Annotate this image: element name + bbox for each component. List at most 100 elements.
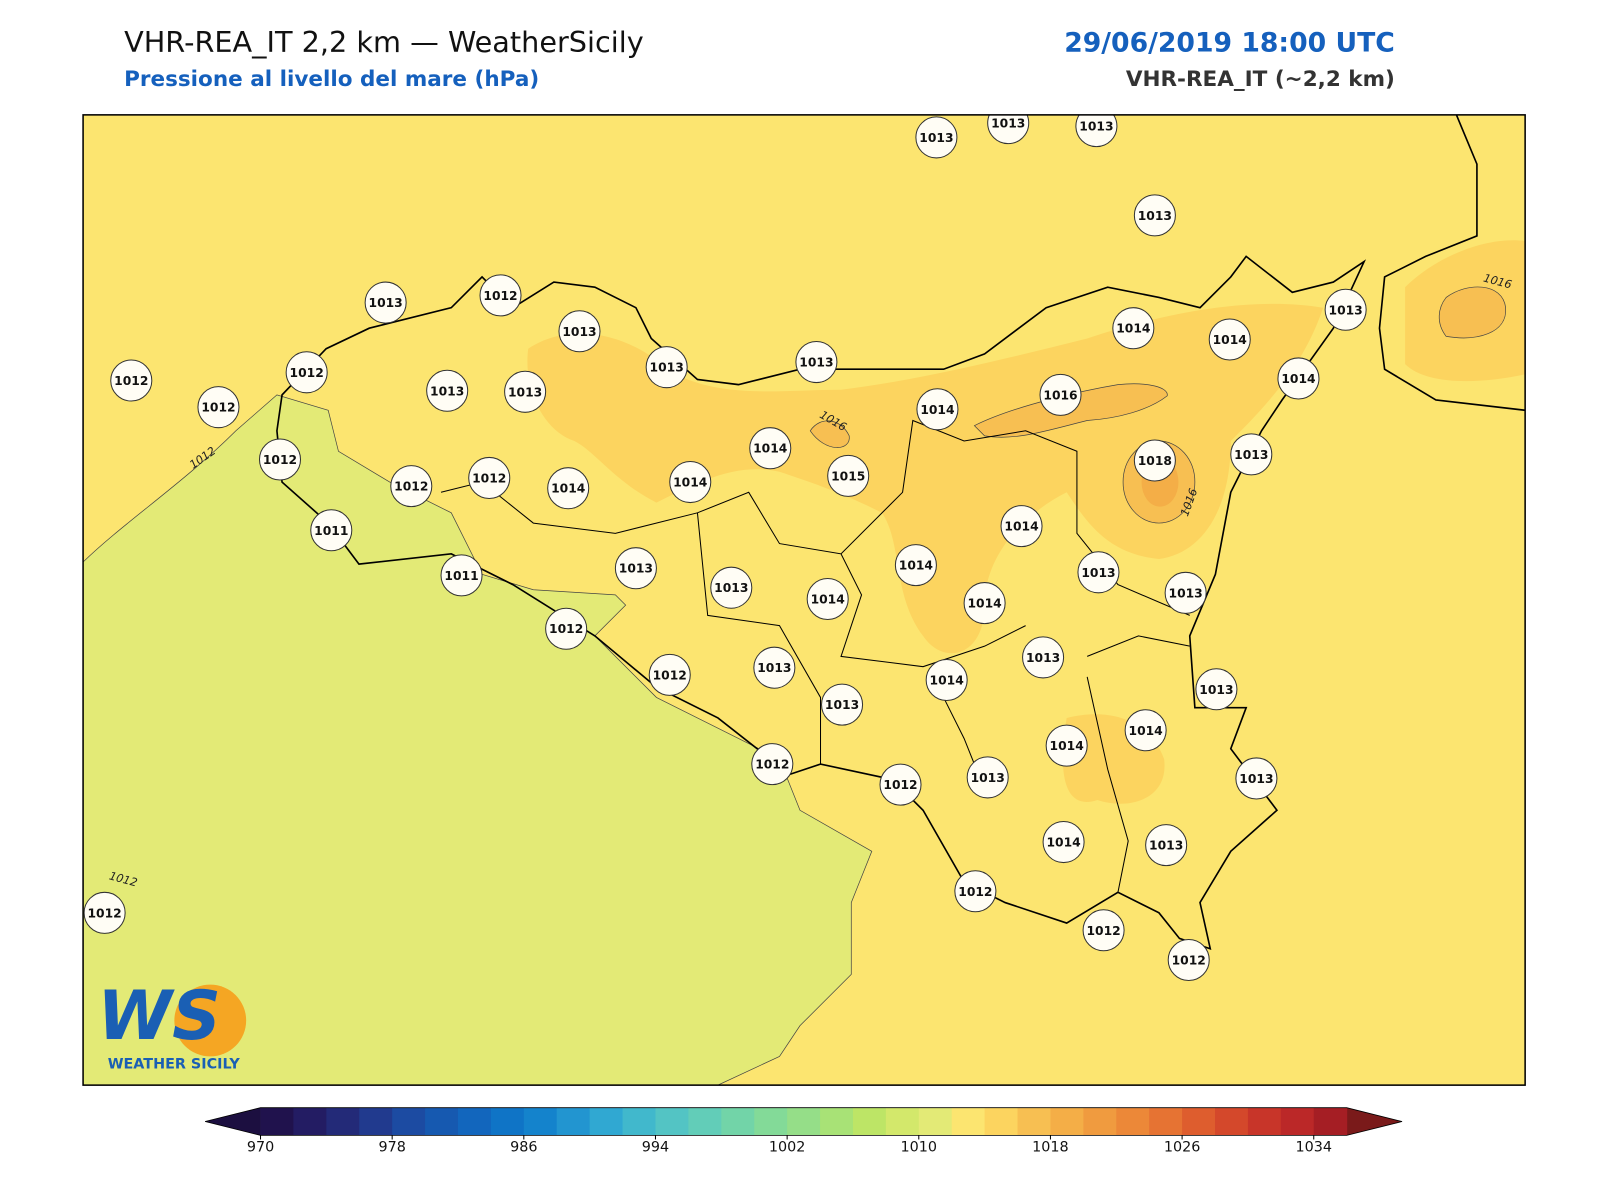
- station: 1012: [83, 891, 126, 934]
- station: 1013: [645, 346, 688, 389]
- station-value: 1012: [653, 668, 687, 682]
- station-marker: [504, 370, 547, 413]
- station: 1013: [966, 756, 1009, 799]
- colorbar-cell: [951, 1107, 986, 1136]
- station-value: 1013: [825, 698, 859, 712]
- colorbar-under: [205, 1107, 261, 1136]
- station-marker: [1277, 357, 1320, 400]
- title: VHR-REA_IT 2,2 km — WeatherSicily: [124, 25, 644, 59]
- station: 1012: [879, 763, 922, 806]
- model-label: VHR-REA_IT (~2,2 km): [1126, 67, 1395, 92]
- station: 1014: [925, 658, 968, 702]
- station-marker: [1042, 821, 1085, 864]
- station-value: 1012: [1086, 924, 1120, 938]
- station-value: 1013: [714, 581, 748, 595]
- station-value: 1013: [369, 296, 403, 310]
- station: 1015: [827, 454, 870, 497]
- station-value: 1013: [1169, 586, 1203, 600]
- colorbar-cell: [359, 1107, 393, 1136]
- station-marker: [545, 607, 588, 650]
- station-marker: [83, 891, 126, 934]
- colorbar-cell: [852, 1107, 887, 1136]
- colorbar-tick-label: 994: [642, 1140, 669, 1156]
- station-marker: [468, 456, 511, 499]
- colorbar-cell: [1247, 1107, 1282, 1136]
- station: 1011: [440, 554, 483, 597]
- station-value: 1012: [290, 366, 324, 380]
- station: 1018: [1133, 439, 1176, 482]
- station-value: 1014: [1004, 520, 1038, 534]
- station: 1013: [1145, 824, 1188, 867]
- station-value: 1014: [1116, 322, 1150, 336]
- station: 1013: [1195, 668, 1238, 711]
- station-marker: [645, 346, 688, 389]
- station-value: 1012: [958, 885, 992, 899]
- station-value: 1014: [811, 593, 845, 607]
- station: 1014: [1045, 724, 1088, 767]
- colorbar-cell: [589, 1107, 624, 1136]
- station: 1012: [197, 386, 240, 429]
- station: 1012: [468, 456, 511, 499]
- colorbar-cell: [1182, 1107, 1216, 1136]
- station-marker: [1164, 571, 1207, 614]
- station: 1013: [426, 369, 469, 412]
- station-value: 1014: [551, 482, 585, 496]
- province-borders: [440, 419, 1190, 893]
- isobar-1016: [809, 420, 850, 448]
- colorbar-cell: [688, 1107, 722, 1136]
- station-value: 1013: [430, 384, 464, 398]
- colorbar-cell: [425, 1107, 459, 1136]
- station: 1013: [1075, 114, 1118, 148]
- colorbar-cell: [984, 1107, 1019, 1136]
- station-value: 1014: [1129, 724, 1163, 738]
- subtitle: Pressione al livello del mare (hPa): [124, 67, 539, 92]
- colorbar-cell: [787, 1107, 821, 1136]
- station-value: 1013: [1079, 120, 1113, 134]
- station-marker: [894, 544, 937, 587]
- colorbar-cell: [721, 1107, 755, 1136]
- station: 1012: [954, 870, 997, 913]
- station-marker: [1324, 288, 1367, 331]
- station: 1014: [1124, 709, 1167, 752]
- station: 1012: [751, 743, 794, 786]
- station-value: 1013: [1149, 839, 1183, 853]
- station-marker: [795, 341, 838, 384]
- station-marker: [751, 743, 794, 786]
- station: 1012: [285, 351, 328, 394]
- station-marker: [1077, 551, 1120, 594]
- station-value: 1013: [799, 356, 833, 370]
- station-value: 1014: [1213, 333, 1247, 347]
- station-value: 1014: [673, 476, 707, 490]
- station-marker: [710, 566, 753, 609]
- station-value: 1014: [920, 403, 954, 417]
- station-value: 1014: [1050, 739, 1084, 753]
- station: 1013: [1077, 551, 1120, 594]
- colorbar-tick-label: 978: [378, 1140, 405, 1156]
- station-value: 1013: [1234, 448, 1268, 462]
- station-marker: [648, 653, 691, 696]
- station-marker: [1133, 194, 1176, 237]
- station: 1013: [1133, 194, 1176, 237]
- low-pressure-area: [83, 394, 873, 1086]
- station: 1014: [916, 388, 959, 431]
- station-value: 1012: [114, 374, 148, 388]
- station-marker: [1133, 439, 1176, 482]
- station-marker: [197, 386, 240, 429]
- station-marker: [440, 554, 483, 597]
- station-marker: [1082, 909, 1125, 952]
- colorbar-cell: [293, 1107, 327, 1136]
- station: 1013: [821, 683, 864, 726]
- station-value: 1018: [1138, 454, 1172, 468]
- station-value: 1012: [755, 758, 789, 772]
- colorbar-cell: [918, 1107, 953, 1136]
- station: 1014: [547, 467, 590, 510]
- station-value: 1013: [1329, 303, 1363, 317]
- calabria-coast: [1378, 114, 1526, 412]
- station-marker: [954, 870, 997, 913]
- station-marker: [669, 461, 712, 504]
- colorbar-cell: [326, 1107, 360, 1136]
- station: 1012: [390, 465, 433, 508]
- station: 1013: [1324, 288, 1367, 331]
- map-frame: [82, 114, 1526, 1086]
